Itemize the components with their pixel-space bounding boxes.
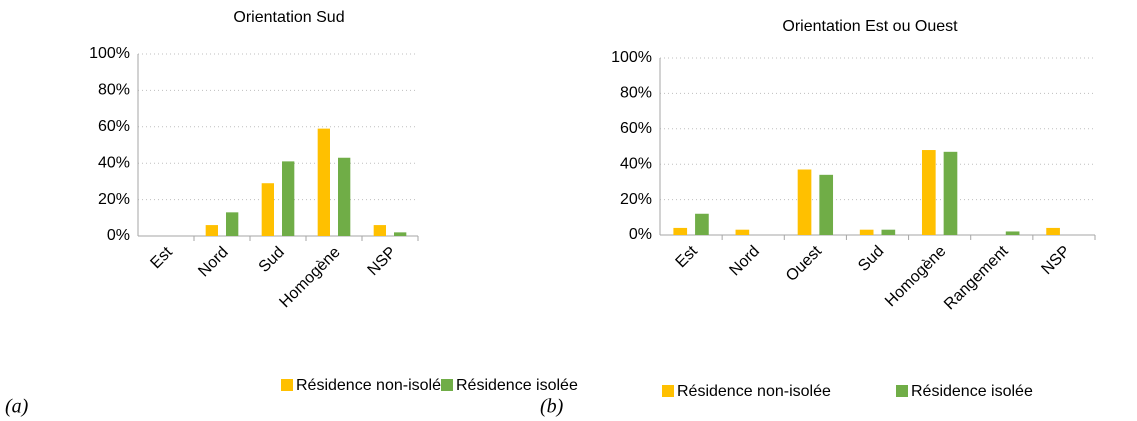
chart-title: Orientation Est ou Ouest [782, 18, 958, 35]
bar [205, 225, 218, 236]
x-tick-label: Rangement [941, 242, 1012, 313]
bar [373, 225, 386, 236]
legend-swatch [441, 379, 453, 391]
y-tick-label: 60% [620, 120, 652, 137]
x-tick-label: NSP [365, 244, 400, 279]
bar [673, 227, 688, 235]
y-tick-label: 20% [620, 191, 652, 208]
panel-label: (a) [5, 396, 29, 418]
bar [317, 128, 330, 236]
panel-label: (b) [540, 396, 564, 418]
x-tick-label: Sud [256, 244, 288, 276]
legend-label: Résidence isolée [456, 377, 578, 394]
y-tick-label: 100% [611, 49, 652, 66]
bar [881, 229, 896, 235]
bar [735, 229, 750, 235]
legend-label: Résidence non-isolée [296, 377, 450, 394]
y-tick-label: 20% [98, 191, 130, 208]
x-tick-label: Homogène [276, 244, 343, 311]
bar [921, 150, 936, 235]
x-tick-label: Nord [726, 243, 763, 280]
bar [797, 169, 812, 235]
chart-title: Orientation Sud [233, 9, 344, 26]
bar [859, 229, 874, 235]
legend-swatch [896, 385, 908, 397]
x-tick-label: Est [147, 243, 176, 272]
legend-swatch [281, 379, 293, 391]
y-tick-label: 60% [98, 118, 130, 135]
bar [226, 212, 239, 236]
legend-label: Résidence isolée [911, 383, 1033, 400]
bar [695, 213, 709, 235]
bar [819, 174, 834, 235]
bar [282, 161, 295, 236]
bar [338, 157, 351, 236]
bar [1005, 231, 1020, 235]
y-tick-label: 0% [629, 226, 652, 243]
x-tick-label: Ouest [783, 242, 826, 285]
bar [1046, 227, 1060, 235]
x-tick-label: Nord [195, 244, 232, 281]
y-tick-label: 40% [98, 154, 130, 171]
x-tick-label: NSP [1038, 243, 1073, 278]
y-tick-label: 80% [620, 85, 652, 102]
legend-label: Résidence non-isolée [677, 383, 831, 400]
legend-swatch [662, 385, 674, 397]
bar [261, 183, 274, 236]
x-tick-label: Homogène [882, 243, 949, 310]
x-tick-label: Est [673, 242, 702, 271]
x-tick-label: Sud [855, 243, 887, 275]
y-tick-label: 40% [620, 155, 652, 172]
bar [943, 151, 958, 235]
y-tick-label: 0% [107, 227, 130, 244]
y-tick-label: 100% [89, 45, 130, 62]
y-tick-label: 80% [98, 82, 130, 99]
bar [394, 232, 407, 236]
